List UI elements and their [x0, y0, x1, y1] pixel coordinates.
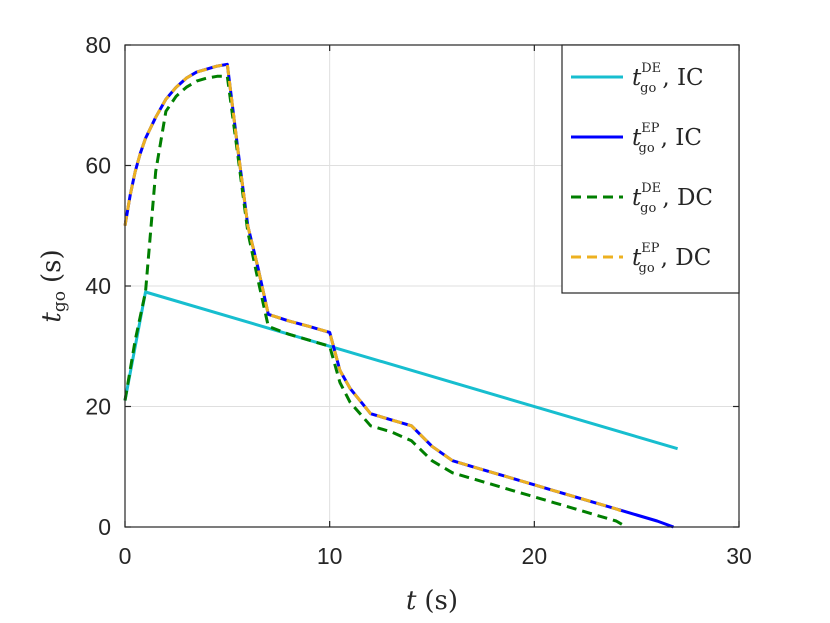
legend-var: t	[632, 185, 642, 211]
legend-sup: DE	[641, 61, 661, 76]
y-tick-label: 80	[85, 32, 111, 58]
series-line-4	[123, 62, 627, 515]
legend-sub: go	[640, 201, 656, 216]
legend-sub: go	[639, 261, 655, 276]
x-tick-label: 20	[522, 543, 548, 569]
legend-var: t	[632, 245, 642, 271]
x-axis-ticks: 0 10 20 30	[119, 45, 752, 569]
x-axis-label: t (s)	[406, 586, 458, 616]
series-line-3	[123, 74, 628, 529]
legend-sup: EP	[641, 241, 659, 256]
plot-series	[123, 62, 679, 529]
y-axis-label-sub: go	[50, 291, 70, 312]
legend-suffix: , DC	[661, 245, 712, 271]
legend-sup: DE	[641, 181, 661, 196]
y-axis-label-var: t	[37, 312, 67, 323]
y-tick-label: 40	[85, 273, 111, 299]
legend-suffix: , IC	[662, 65, 703, 91]
legend-label-1: tDE go , IC	[632, 61, 704, 96]
legend-suffix: , IC	[661, 125, 702, 151]
y-axis-label: tgo (s)	[37, 249, 70, 322]
y-axis-ticks: 0 20 40 60 80	[85, 32, 739, 540]
y-tick-label: 60	[85, 153, 111, 179]
legend-label-2: tEP go , IC	[632, 121, 702, 156]
x-axis-label-unit: (s)	[424, 586, 458, 616]
x-tick-label: 30	[726, 543, 752, 569]
legend-box	[561, 44, 740, 294]
legend-sup: EP	[641, 121, 659, 136]
legend-label-4: tEP go , DC	[632, 241, 711, 276]
legend-var: t	[632, 65, 642, 91]
x-tick-label: 10	[317, 543, 343, 569]
legend-var: t	[632, 125, 642, 151]
y-axis-label-unit: (s)	[37, 249, 67, 283]
legend-suffix: , DC	[662, 185, 713, 211]
y-tick-label: 0	[98, 514, 111, 540]
x-axis-label-var: t	[406, 586, 417, 616]
x-tick-label: 0	[119, 543, 132, 569]
legend-sub: go	[639, 141, 655, 156]
legend-sub: go	[640, 81, 656, 96]
y-tick-label: 20	[85, 394, 111, 420]
legend-label-3: tDE go , DC	[632, 181, 713, 216]
